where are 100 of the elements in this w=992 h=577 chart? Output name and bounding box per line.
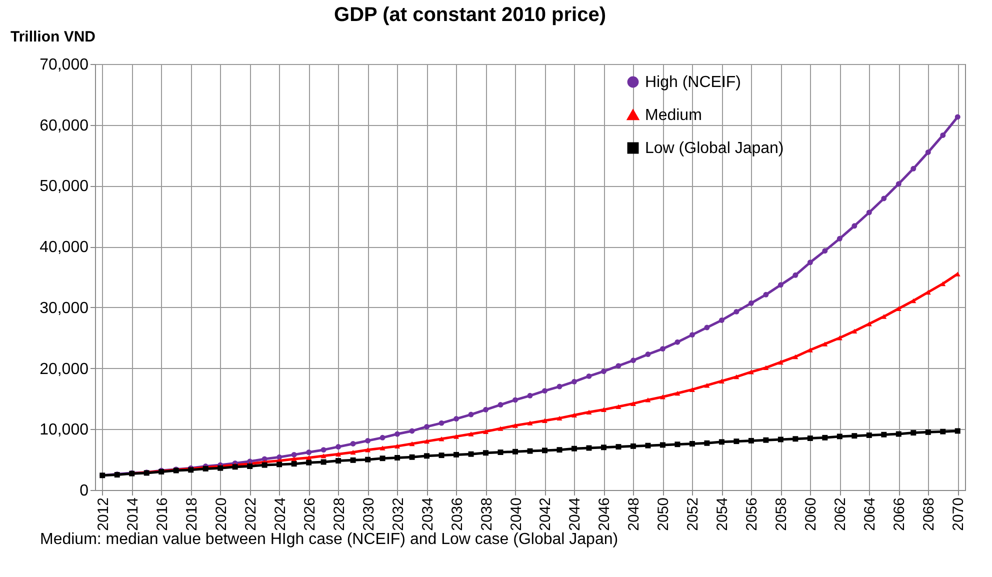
y-tick-label: 30,000 <box>40 300 89 317</box>
point <box>866 210 872 216</box>
point <box>320 459 326 465</box>
x-tick-label: 2052 <box>684 498 702 531</box>
point <box>512 397 518 403</box>
point <box>424 438 430 444</box>
point <box>896 181 902 187</box>
point <box>925 150 931 155</box>
point <box>556 447 562 453</box>
x-tick-label: 2014 <box>124 498 142 531</box>
point <box>910 430 916 436</box>
point <box>468 451 474 457</box>
point <box>763 437 769 443</box>
point <box>365 456 371 462</box>
point <box>262 462 268 468</box>
point <box>616 404 622 409</box>
point <box>866 321 872 326</box>
point <box>778 436 784 442</box>
point <box>483 450 488 456</box>
point <box>940 428 946 434</box>
point <box>792 436 798 442</box>
point <box>689 441 695 446</box>
point <box>336 452 342 456</box>
legend-label: High (NCEIF) <box>645 74 742 91</box>
point <box>394 431 400 437</box>
point <box>881 432 887 438</box>
point <box>380 446 386 450</box>
point <box>660 442 666 448</box>
point <box>424 453 430 459</box>
point <box>572 412 577 418</box>
point <box>365 447 371 452</box>
point <box>454 452 460 458</box>
x-tick-label: 2068 <box>920 498 938 531</box>
point <box>572 446 577 452</box>
x-tick-label: 2060 <box>802 498 820 531</box>
point <box>630 401 636 406</box>
point <box>718 439 724 445</box>
point <box>542 448 548 454</box>
point <box>350 441 356 446</box>
point <box>836 434 842 440</box>
point <box>586 445 592 451</box>
point <box>438 420 444 426</box>
x-tick-label: 2040 <box>508 498 525 531</box>
x-tick-label: 2066 <box>891 498 908 531</box>
legend-label: Low (Global Japan) <box>645 140 784 157</box>
x-tick-label: 2046 <box>596 498 614 531</box>
point <box>336 458 342 464</box>
point <box>822 248 828 254</box>
point <box>498 450 504 456</box>
point <box>852 328 858 334</box>
point <box>866 432 872 438</box>
point <box>748 438 754 444</box>
point <box>925 429 931 435</box>
point <box>778 360 784 365</box>
y-tick-label: 20,000 <box>40 360 89 378</box>
point <box>940 132 946 138</box>
point <box>630 358 636 364</box>
point <box>660 346 666 352</box>
point <box>409 454 415 460</box>
x-tick-label: 2028 <box>330 498 348 531</box>
x-tick-label: 2056 <box>744 498 761 531</box>
y-tick-label: 60,000 <box>40 117 89 134</box>
x-tick-label: 2016 <box>154 498 171 531</box>
x-tick-label: 2024 <box>272 498 289 531</box>
point <box>409 441 415 446</box>
point <box>306 450 312 455</box>
x-tick-label: 2064 <box>862 498 879 531</box>
point <box>454 434 460 439</box>
x-tick-label: 2058 <box>773 498 790 531</box>
point <box>394 455 400 460</box>
point <box>380 434 386 440</box>
point <box>276 462 282 468</box>
point <box>320 454 326 458</box>
point <box>910 298 916 304</box>
point <box>674 390 680 396</box>
legend-label: Medium <box>645 107 702 124</box>
point <box>896 431 902 437</box>
y-tick-label: 50,000 <box>40 178 89 196</box>
y-tick-label: 70,000 <box>40 56 89 74</box>
x-tick-label: 2042 <box>537 498 554 531</box>
point <box>394 444 400 449</box>
point <box>498 402 504 408</box>
x-tick-label: 2038 <box>478 498 496 531</box>
point <box>689 387 695 392</box>
x-tick-label: 2044 <box>566 498 584 531</box>
x-tick-label: 2026 <box>301 498 318 531</box>
point <box>468 432 474 436</box>
point <box>954 428 960 434</box>
point <box>291 452 297 458</box>
point <box>424 424 430 430</box>
y-tick-label: 0 <box>80 482 89 500</box>
point <box>232 464 238 470</box>
point <box>852 223 858 229</box>
point <box>600 407 606 412</box>
point <box>320 447 326 453</box>
point <box>748 300 754 306</box>
point <box>365 438 371 444</box>
point <box>600 444 606 450</box>
point <box>807 260 813 266</box>
x-tick-label: 2030 <box>360 498 378 531</box>
